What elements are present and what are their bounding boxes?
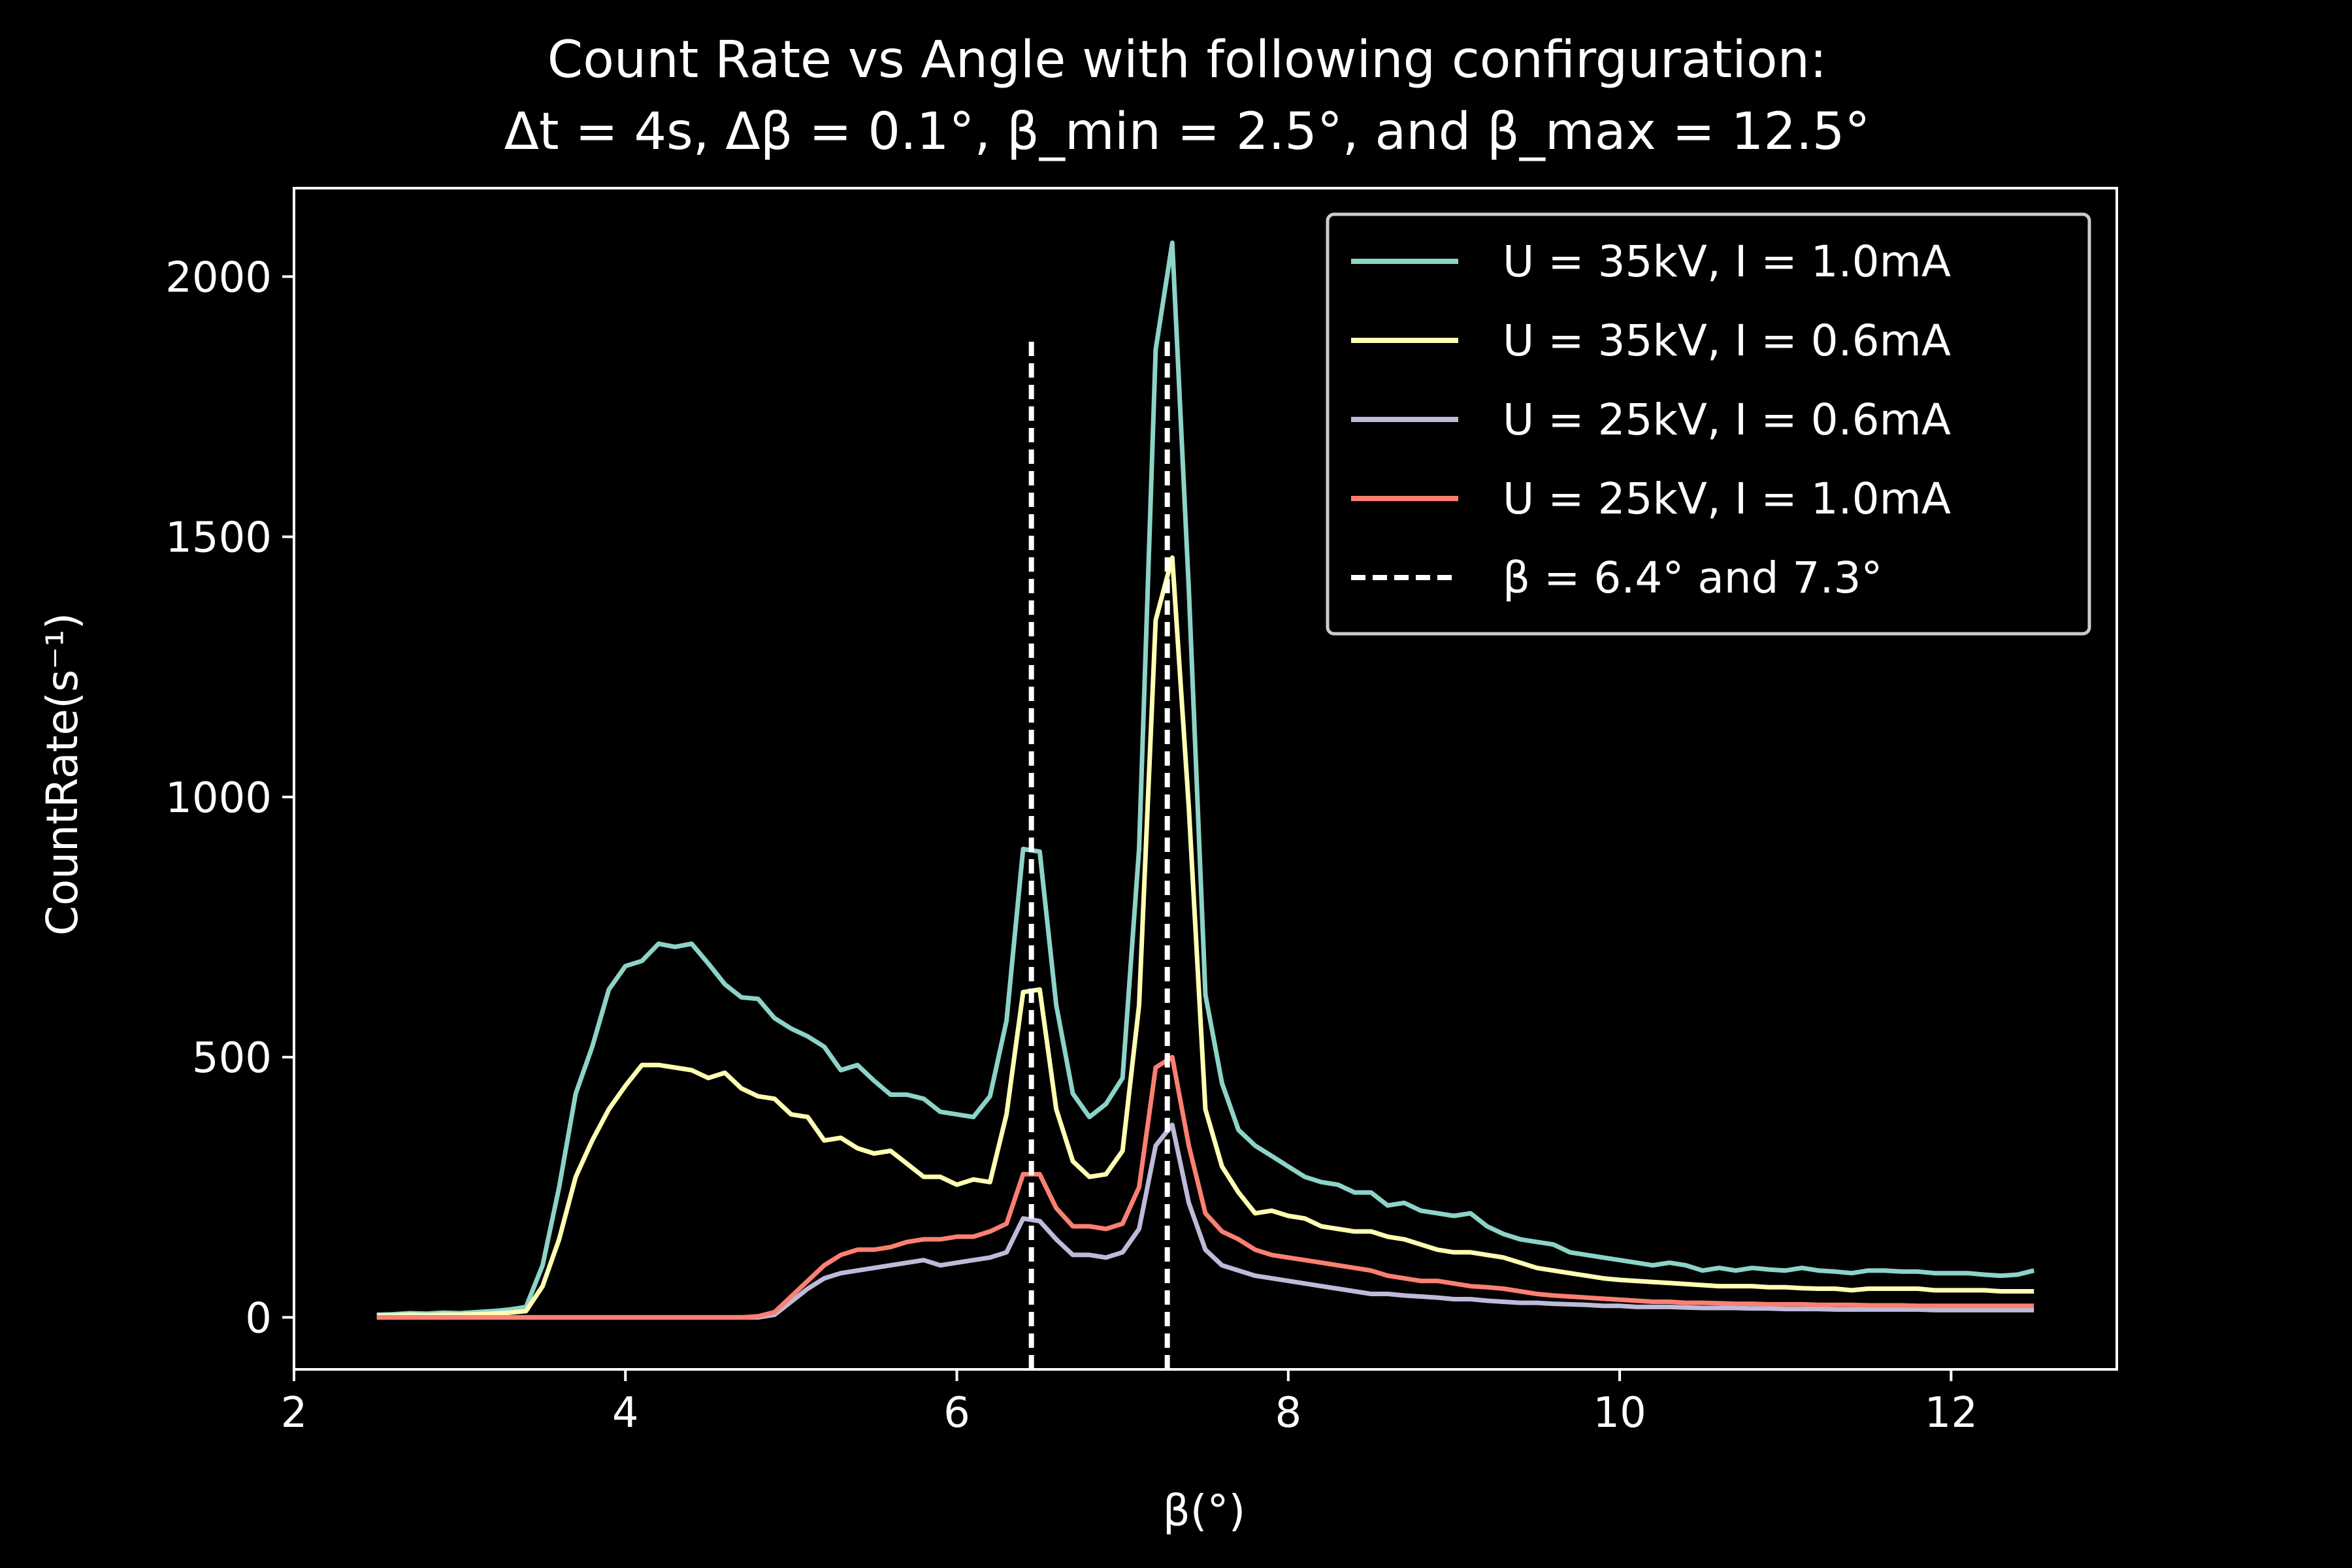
plot-area: 2 4 6 8 10 12 0 500 1000 1500 2000 bbox=[165, 187, 2118, 1437]
y-axis-label: CountRate(s⁻¹) bbox=[37, 613, 88, 936]
x-tick-label: 12 bbox=[1925, 1389, 1978, 1437]
chart-title-line2: Δt = 4s, Δβ = 0.1°, β_min = 2.5°, and β_… bbox=[504, 103, 1870, 161]
y-tick-label: 1000 bbox=[165, 774, 272, 823]
chart-title-line1: Count Rate vs Angle with following confi… bbox=[547, 31, 1827, 90]
legend: U = 35kV, I = 1.0mA U = 35kV, I = 0.6mA … bbox=[1326, 212, 2091, 636]
series-line-1 bbox=[376, 240, 2035, 1317]
x-tick-label: 8 bbox=[1275, 1389, 1301, 1437]
legend-label-series-3: U = 25kV, I = 0.6mA bbox=[1503, 395, 1951, 445]
y-tick-label: 2000 bbox=[165, 253, 272, 302]
series-line-2 bbox=[376, 555, 2034, 1318]
x-tick-label: 10 bbox=[1593, 1389, 1646, 1437]
y-tick-label: 500 bbox=[192, 1034, 272, 1083]
legend-label-vlines: β = 6.4° and 7.3° bbox=[1503, 553, 1882, 603]
series-line-4 bbox=[376, 1054, 2034, 1320]
axes-frame bbox=[293, 187, 2118, 1371]
x-axis-label: β(°) bbox=[1163, 1486, 1246, 1536]
x-tick-label: 6 bbox=[943, 1389, 970, 1437]
y-tick-label: 0 bbox=[245, 1294, 272, 1343]
legend-box bbox=[1326, 212, 2091, 636]
legend-label-series-2: U = 35kV, I = 0.6mA bbox=[1503, 316, 1951, 366]
x-tick-label: 2 bbox=[281, 1389, 308, 1437]
y-tick-label: 1500 bbox=[165, 514, 272, 563]
x-tick-label: 4 bbox=[612, 1389, 639, 1437]
legend-label-series-4: U = 25kV, I = 1.0mA bbox=[1503, 474, 1951, 524]
legend-label-series-1: U = 35kV, I = 1.0mA bbox=[1503, 237, 1951, 287]
